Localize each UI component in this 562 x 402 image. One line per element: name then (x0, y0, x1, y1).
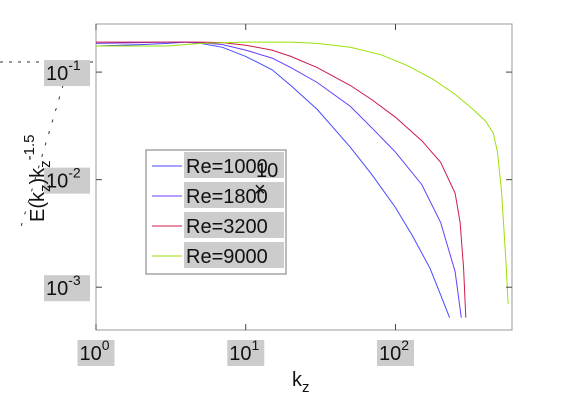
axis-labels: kz E(kz)kz-1.5 (21, 134, 310, 396)
axis-ticks: 100 101 102 10-3 10-2 10-1 (44, 24, 512, 366)
series-line-4 (96, 41, 509, 304)
tick-label-bg (77, 340, 115, 366)
legend-label-bg (184, 212, 284, 238)
dashed-line (19, 61, 71, 231)
tick-label-bg (376, 340, 414, 366)
legend-label-2: Re=1800 (186, 186, 268, 208)
legend-label-4: Re=9000 (186, 246, 268, 268)
y-tick-label-2: 10-2 (44, 165, 90, 194)
series-line-3 (96, 41, 467, 318)
legend-overlay-text: 10 (256, 160, 278, 182)
tick-label-bg (44, 60, 90, 87)
legend-label-3: Re=3200 (186, 216, 268, 238)
tick-label: 10-2 (46, 165, 81, 193)
tick-label: 102 (379, 337, 409, 365)
x-tick-label-2: 101 (227, 337, 265, 366)
y-tick-label-1: 10-3 (44, 272, 90, 302)
legend-label-1: Re=1000 (186, 156, 268, 178)
tick-label: 10-3 (46, 272, 81, 300)
tick-label-bg (44, 167, 90, 194)
legend: Re=1000 Re=1800 Re=3200 Re=9000 10× (145, 149, 287, 275)
legend-label-bg (184, 242, 284, 268)
x-axis-label: kz (292, 369, 310, 396)
tick-label-bg (44, 275, 90, 302)
series-layer (95, 41, 509, 318)
tick-label: 101 (229, 337, 259, 365)
y-axis-label: E(kz)kz-1.5 (21, 134, 54, 222)
tick-label: 100 (80, 337, 110, 365)
y-tick-label-3: 10-1 (44, 57, 90, 87)
tick-label: 10-1 (46, 57, 81, 85)
legend-overlay-mark: × (254, 179, 266, 201)
legend-label-bg (184, 152, 284, 178)
x-tick-label-1: 100 (77, 337, 115, 366)
legend-label-bg (184, 182, 284, 208)
x-tick-label-3: 102 (376, 337, 414, 366)
tick-label-bg (227, 340, 265, 366)
